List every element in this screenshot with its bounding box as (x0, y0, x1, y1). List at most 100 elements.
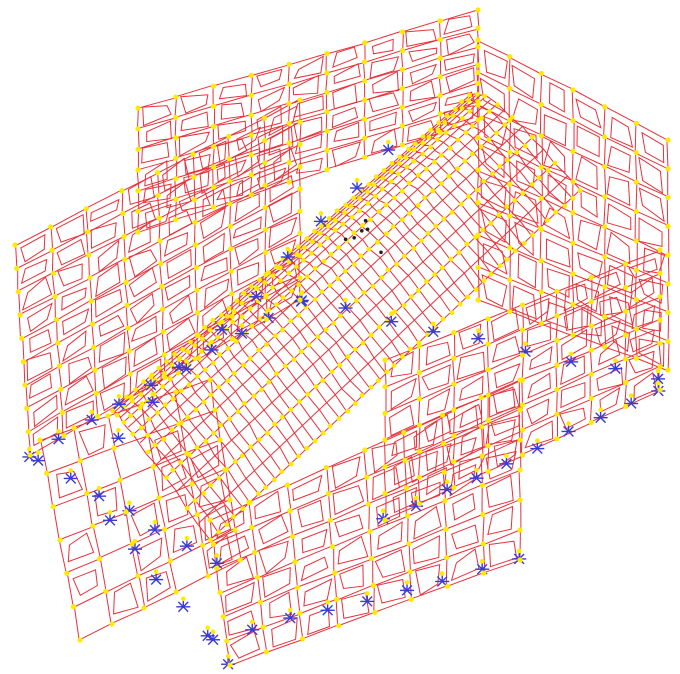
front-lower-wall-grid (209, 379, 522, 667)
vault-joint (570, 195, 576, 201)
column-member (589, 325, 593, 351)
support-joint (249, 619, 255, 625)
vault-joint (426, 134, 432, 140)
vault-joint (235, 409, 241, 415)
joint-node (475, 232, 481, 238)
vault-joint (469, 151, 475, 157)
vault-joint (233, 339, 239, 345)
beam-member (338, 611, 376, 626)
deformed-panel (481, 144, 505, 179)
support-symbol (147, 519, 162, 536)
column-member (161, 286, 164, 310)
vault-joint (178, 388, 184, 393)
vault-joint (419, 238, 424, 243)
deformed-panel (20, 258, 48, 285)
deformed-panel (514, 221, 534, 257)
beam-member (194, 203, 231, 224)
vault-joint (409, 294, 414, 299)
vault-joint (164, 475, 169, 480)
column-member (404, 460, 407, 489)
support-joint (287, 607, 293, 613)
joint-node (117, 477, 123, 483)
column-member (555, 291, 558, 316)
joint-node (602, 254, 608, 260)
joint-node (119, 188, 125, 194)
joint-node (173, 589, 179, 595)
column-member (486, 318, 489, 345)
column-member (521, 354, 524, 381)
joint-node (22, 382, 28, 388)
vault-joint (457, 301, 463, 307)
column-member (92, 525, 101, 559)
joint-node (14, 265, 20, 271)
joint-node (284, 482, 291, 488)
support-symbol (234, 323, 249, 339)
joint-node (475, 37, 481, 43)
joint-node (437, 111, 443, 117)
deformed-panel (331, 456, 361, 490)
support-joint (628, 393, 634, 398)
vault-joint (512, 248, 518, 254)
joint-node (570, 301, 576, 307)
joint-node (159, 283, 165, 289)
joint-node (665, 281, 671, 287)
vault-center-node (352, 236, 357, 240)
vault-joint (522, 143, 528, 149)
support-symbol (221, 653, 236, 670)
deformed-panel (178, 131, 210, 157)
joint-node (135, 167, 141, 173)
vault-joint (278, 278, 283, 283)
beam-member (636, 327, 669, 342)
support-symbol (283, 607, 298, 624)
beam-member (230, 207, 266, 227)
support-symbol (149, 569, 164, 586)
joint-node (633, 120, 639, 126)
vault-joint (327, 282, 333, 288)
column-member (604, 226, 606, 257)
vault-joint (251, 393, 257, 399)
vault-joint (407, 346, 413, 352)
vault-joint (562, 203, 568, 209)
vault-joint (231, 308, 237, 314)
column-member (481, 426, 484, 457)
column-member (328, 520, 332, 547)
vault-joint (259, 387, 264, 393)
joint-node (588, 274, 594, 281)
joint-node (124, 302, 130, 308)
deformed-panel (421, 364, 451, 391)
deformed-panel (29, 328, 52, 354)
deformed-panel (443, 53, 475, 72)
column-member (364, 119, 367, 139)
joint-node (362, 135, 368, 141)
joint-node (173, 94, 179, 100)
deformed-panel (219, 535, 250, 565)
vault-longitudinal-rib (197, 175, 568, 524)
joint-node (602, 344, 608, 350)
beam-member (636, 298, 669, 313)
vault-joint (210, 317, 216, 323)
deformed-panel (606, 203, 632, 231)
vault-joint (248, 444, 254, 449)
column-member (658, 343, 662, 367)
support-joint (598, 407, 603, 412)
vault-joint (432, 272, 437, 277)
vault-joint (488, 271, 494, 277)
vault-joint (301, 257, 306, 263)
vault-joint (273, 264, 279, 270)
deformed-panel (560, 382, 586, 409)
column-member (263, 118, 266, 141)
beam-member (129, 354, 165, 374)
vault-joint (401, 303, 407, 308)
column-member (25, 384, 28, 409)
deformed-panel (256, 105, 282, 130)
joint-node (83, 206, 89, 212)
joint-node (519, 427, 526, 433)
column-member (229, 203, 231, 227)
deformed-panel (629, 277, 655, 309)
joint-node (657, 340, 663, 346)
joint-node (297, 275, 303, 281)
vault-joint (306, 342, 312, 348)
vault-joint (296, 312, 302, 318)
joint-node (588, 347, 594, 353)
